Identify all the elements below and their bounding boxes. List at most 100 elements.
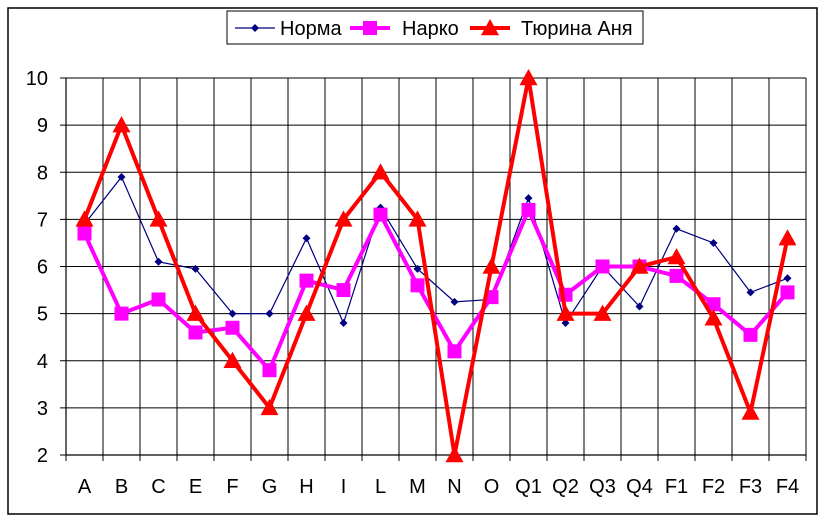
data-point xyxy=(262,363,277,378)
data-point xyxy=(225,320,240,335)
data-point xyxy=(595,259,610,274)
data-point xyxy=(704,309,723,326)
data-point xyxy=(593,304,612,321)
data-point xyxy=(223,351,242,368)
x-tick-label: I xyxy=(341,476,347,498)
data-point xyxy=(228,309,237,318)
data-point xyxy=(299,273,314,288)
x-tick-label: M xyxy=(409,476,426,498)
x-tick-label: E xyxy=(189,476,202,498)
x-tick-label: F2 xyxy=(702,476,725,498)
series-layer xyxy=(75,69,797,463)
data-point xyxy=(524,194,533,203)
data-point xyxy=(188,325,203,340)
data-point xyxy=(630,257,649,274)
legend-box xyxy=(226,10,644,45)
data-point xyxy=(780,285,795,300)
series-square xyxy=(77,202,795,378)
x-tick-label: F xyxy=(226,476,238,498)
y-tick-label: 10 xyxy=(26,68,48,90)
data-point xyxy=(297,304,316,321)
data-point xyxy=(186,304,205,321)
data-point xyxy=(334,210,353,227)
data-point xyxy=(117,172,126,181)
x-tick-label: F4 xyxy=(776,476,799,498)
x-tick-label: L xyxy=(375,476,386,498)
data-point xyxy=(521,202,536,217)
y-tick-label: 5 xyxy=(37,304,48,326)
data-point xyxy=(151,292,166,307)
y-tick-label: 2 xyxy=(37,445,48,467)
y-tick-label: 9 xyxy=(37,115,48,137)
data-point xyxy=(746,288,755,297)
x-tick-label: C xyxy=(151,476,165,498)
data-point xyxy=(265,309,274,318)
legend-label: Нарко xyxy=(402,18,459,40)
x-tick-label: Q3 xyxy=(589,476,616,498)
data-point xyxy=(149,210,168,227)
y-tick-labels: 2 3 4 5 6 7 8 9 10 xyxy=(26,68,48,467)
data-point xyxy=(75,210,94,227)
data-point xyxy=(669,268,684,283)
x-tick-label: G xyxy=(262,476,278,498)
data-point xyxy=(339,319,348,328)
data-point xyxy=(743,327,758,342)
legend-item: Нарко xyxy=(350,18,459,40)
y-tick-label: 8 xyxy=(37,162,48,184)
series-line xyxy=(82,77,790,456)
legend-swatch-marker xyxy=(363,21,377,35)
data-point xyxy=(410,278,425,293)
x-tick-label: B xyxy=(115,476,128,498)
data-point xyxy=(191,264,200,273)
data-point xyxy=(445,446,464,463)
data-point xyxy=(450,297,459,306)
x-tick-label: A xyxy=(78,476,92,498)
data-point xyxy=(556,304,575,321)
x-tick-label: H xyxy=(299,476,313,498)
data-point xyxy=(302,234,311,243)
legend-item: Тюрина Аня xyxy=(470,18,633,40)
x-tick-label: F1 xyxy=(665,476,688,498)
legend-label: Норма xyxy=(280,18,342,40)
data-point xyxy=(77,226,92,241)
data-point xyxy=(260,398,279,416)
x-tick-label: F3 xyxy=(739,476,762,498)
data-point xyxy=(635,302,644,311)
data-point xyxy=(447,344,462,359)
data-point xyxy=(371,163,390,180)
data-point xyxy=(667,248,686,265)
y-tick-label: 6 xyxy=(37,257,48,279)
data-point xyxy=(741,403,760,420)
legend: Норма Нарко Тюрина Аня xyxy=(226,10,644,45)
data-point xyxy=(519,69,538,86)
x-tick-label: O xyxy=(484,476,500,498)
data-point xyxy=(778,229,797,246)
data-point xyxy=(709,238,718,247)
legend-item: Норма xyxy=(235,18,342,40)
y-tick-label: 3 xyxy=(37,398,48,420)
grid xyxy=(66,77,807,455)
data-point xyxy=(373,207,388,222)
data-point xyxy=(408,210,427,227)
data-point xyxy=(672,224,681,233)
data-point xyxy=(482,257,501,274)
data-point xyxy=(783,274,792,283)
x-tick-label: N xyxy=(447,476,461,498)
series-triangle xyxy=(75,69,797,463)
legend-swatch-marker xyxy=(251,24,259,32)
legend-label: Тюрина Аня xyxy=(521,18,633,40)
data-point xyxy=(706,297,721,312)
data-point xyxy=(114,306,129,321)
data-point xyxy=(413,264,422,273)
series-line xyxy=(84,175,788,325)
data-point xyxy=(336,283,351,298)
y-tick-label: 7 xyxy=(37,209,48,231)
x-tick-label: Q2 xyxy=(552,476,579,498)
y-tick-label: 4 xyxy=(37,351,48,373)
x-tick-label: Q1 xyxy=(515,476,542,498)
data-point xyxy=(561,319,570,328)
legend-swatch-marker xyxy=(481,19,499,36)
data-point xyxy=(112,116,131,133)
